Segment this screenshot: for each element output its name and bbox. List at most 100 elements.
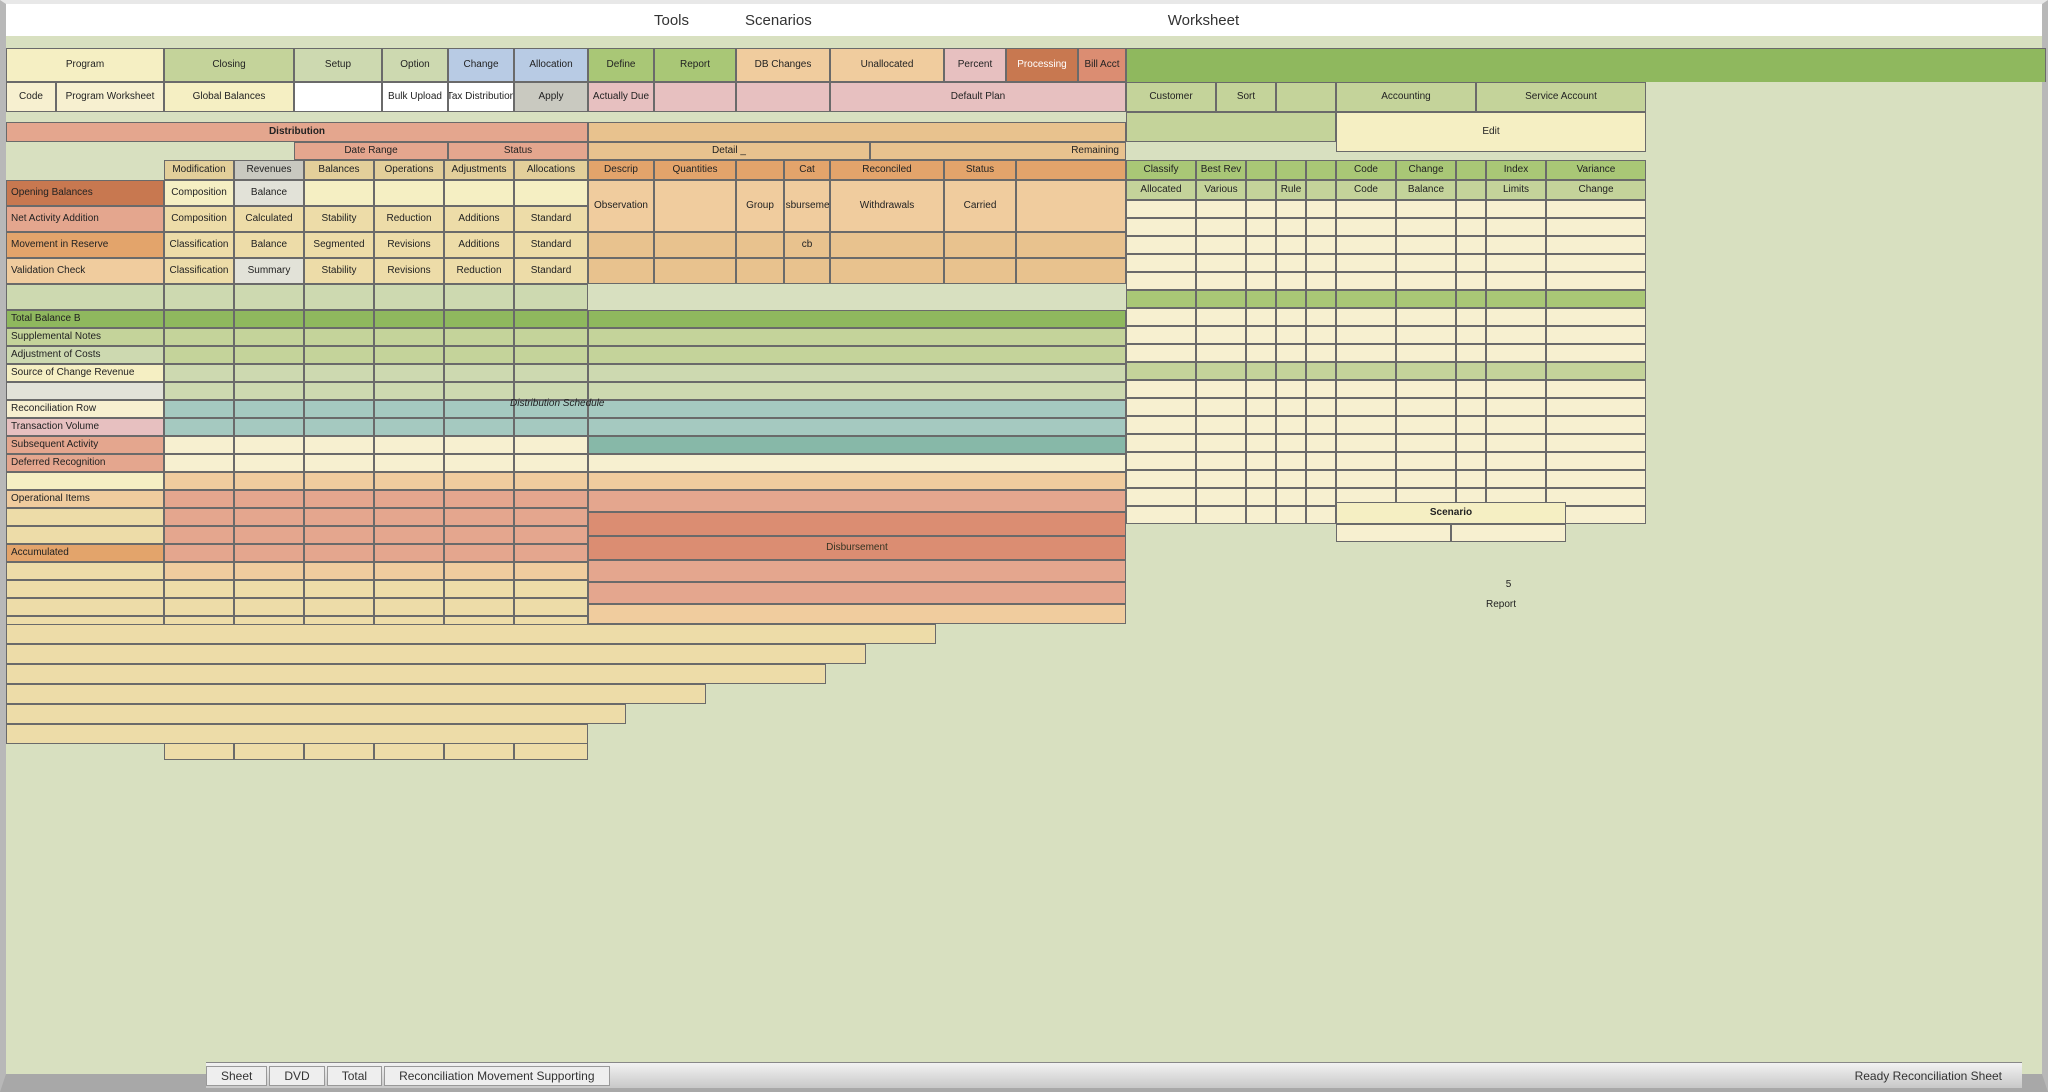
panelC-r6c6[interactable] — [1396, 308, 1456, 326]
gridA-tail-r4c3[interactable] — [374, 382, 444, 400]
panelC-r14c6[interactable] — [1396, 452, 1456, 470]
gridA-tail-r14c5[interactable] — [514, 562, 588, 580]
panelC-r5c8[interactable] — [1486, 290, 1546, 308]
panelC-r17c2[interactable] — [1246, 506, 1276, 524]
panelC-r2c4[interactable] — [1306, 236, 1336, 254]
hdr2-tax[interactable]: Tax Distribution — [448, 82, 514, 112]
panelC-r6c7[interactable] — [1456, 308, 1486, 326]
gridA-tail-r14c1[interactable] — [234, 562, 304, 580]
panelC-r14c4[interactable] — [1306, 452, 1336, 470]
gridA-r0c2[interactable] — [304, 180, 374, 206]
panelC-r6c2[interactable] — [1246, 308, 1276, 326]
gridA-tail-r24c2[interactable] — [304, 742, 374, 760]
gridA-tail-r9c3[interactable] — [374, 472, 444, 490]
panelC-r5c1[interactable] — [1196, 290, 1246, 308]
panelC-sub2[interactable] — [1246, 180, 1276, 200]
gridB-r1c5[interactable] — [944, 232, 1016, 258]
panelC-r8c4[interactable] — [1306, 344, 1336, 362]
panelC-sub4[interactable] — [1306, 180, 1336, 200]
hdr2-due[interactable]: Actually Due — [588, 82, 654, 112]
gridA-r3c2[interactable]: Stability — [304, 258, 374, 284]
panelC-h0[interactable]: Classify — [1126, 160, 1196, 180]
panelC-r17c4[interactable] — [1306, 506, 1336, 524]
panelC-r8c3[interactable] — [1276, 344, 1306, 362]
gridA-r4c3[interactable] — [374, 284, 444, 310]
panelC-r11c1[interactable] — [1196, 398, 1246, 416]
gridA-tail-r14c0[interactable] — [164, 562, 234, 580]
panelC-r11c4[interactable] — [1306, 398, 1336, 416]
gridA-tail-r8c5[interactable] — [514, 454, 588, 472]
panelC-r13c8[interactable] — [1486, 434, 1546, 452]
gridA-tail-r15c4[interactable] — [444, 580, 514, 598]
panelC-r4c1[interactable] — [1196, 272, 1246, 290]
panelC-r2c3[interactable] — [1276, 236, 1306, 254]
panelC-r12c7[interactable] — [1456, 416, 1486, 434]
gridA-tail-r16c1[interactable] — [234, 598, 304, 616]
gridA-r1c5[interactable]: Standard — [514, 206, 588, 232]
gridA-tail-r13c2[interactable] — [304, 544, 374, 562]
gridA-r1c4[interactable]: Additions — [444, 206, 514, 232]
gridB-r2c6[interactable] — [1016, 258, 1126, 284]
gridA-r2c2[interactable]: Segmented — [304, 232, 374, 258]
gridA-tail-r0c3[interactable] — [374, 310, 444, 328]
gridA-tail-r16c3[interactable] — [374, 598, 444, 616]
gridA-tail-r9c5[interactable] — [514, 472, 588, 490]
gridA-tail-r24c0[interactable] — [164, 742, 234, 760]
gridA-tail-r16c0[interactable] — [164, 598, 234, 616]
gridA-tail-r0c1[interactable] — [234, 310, 304, 328]
panelC-r9c1[interactable] — [1196, 362, 1246, 380]
panelC-r13c6[interactable] — [1396, 434, 1456, 452]
panelC-r10c5[interactable] — [1336, 380, 1396, 398]
panelC-r6c5[interactable] — [1336, 308, 1396, 326]
tab-tools[interactable]: Tools — [646, 8, 697, 33]
panelC-r9c7[interactable] — [1456, 362, 1486, 380]
panelC-r4c9[interactable] — [1546, 272, 1646, 290]
panelC-r9c8[interactable] — [1486, 362, 1546, 380]
gridA-tail-r3c3[interactable] — [374, 364, 444, 382]
panelC-r0c5[interactable] — [1336, 200, 1396, 218]
gridB-r1c2[interactable] — [736, 232, 784, 258]
panelC-r10c6[interactable] — [1396, 380, 1456, 398]
panelC-r8c8[interactable] — [1486, 344, 1546, 362]
panelC-r14c9[interactable] — [1546, 452, 1646, 470]
sheet-tab-2[interactable]: Total — [327, 1066, 382, 1086]
panelC-r10c8[interactable] — [1486, 380, 1546, 398]
gridA-r2c3[interactable]: Revisions — [374, 232, 444, 258]
panelC-r3c7[interactable] — [1456, 254, 1486, 272]
tab-worksheet[interactable]: Worksheet — [1160, 8, 1247, 33]
gridA-tail-r16c4[interactable] — [444, 598, 514, 616]
sheet-tab-1[interactable]: DVD — [269, 1066, 324, 1086]
panelC-r3c4[interactable] — [1306, 254, 1336, 272]
gridA-tail-r10c2[interactable] — [304, 490, 374, 508]
gridA-tail-r13c4[interactable] — [444, 544, 514, 562]
gridA-tail-r1c5[interactable] — [514, 328, 588, 346]
gridA-tail-r1c0[interactable] — [164, 328, 234, 346]
panelC-r3c2[interactable] — [1246, 254, 1276, 272]
gridA-r2c0[interactable]: Classification — [164, 232, 234, 258]
panelC-sub7[interactable] — [1456, 180, 1486, 200]
rpanel-sort[interactable]: Sort — [1216, 82, 1276, 112]
panelC-h4[interactable] — [1306, 160, 1336, 180]
gridA-tail-r12c3[interactable] — [374, 526, 444, 544]
gridA-tail-r5c3[interactable] — [374, 400, 444, 418]
panelC-r13c1[interactable] — [1196, 434, 1246, 452]
panelC-r4c2[interactable] — [1246, 272, 1276, 290]
gridB-r0c2[interactable]: Group — [736, 180, 784, 232]
gridA-tail-r5c4[interactable] — [444, 400, 514, 418]
gridA-h2[interactable]: Balances — [304, 160, 374, 180]
panelC-r13c5[interactable] — [1336, 434, 1396, 452]
box-scenario-a[interactable] — [1336, 524, 1451, 542]
panelC-r2c1[interactable] — [1196, 236, 1246, 254]
panelC-r9c2[interactable] — [1246, 362, 1276, 380]
gridA-tail-r4c1[interactable] — [234, 382, 304, 400]
panelC-r4c6[interactable] — [1396, 272, 1456, 290]
rpanel-cust[interactable]: Customer — [1126, 82, 1216, 112]
gridA-r4c4[interactable] — [444, 284, 514, 310]
panelC-r15c0[interactable] — [1126, 470, 1196, 488]
panelC-r9c9[interactable] — [1546, 362, 1646, 380]
panelC-r6c9[interactable] — [1546, 308, 1646, 326]
panelC-r9c5[interactable] — [1336, 362, 1396, 380]
gridA-tail-r7c1[interactable] — [234, 436, 304, 454]
panelC-r5c0[interactable] — [1126, 290, 1196, 308]
panelC-r14c2[interactable] — [1246, 452, 1276, 470]
